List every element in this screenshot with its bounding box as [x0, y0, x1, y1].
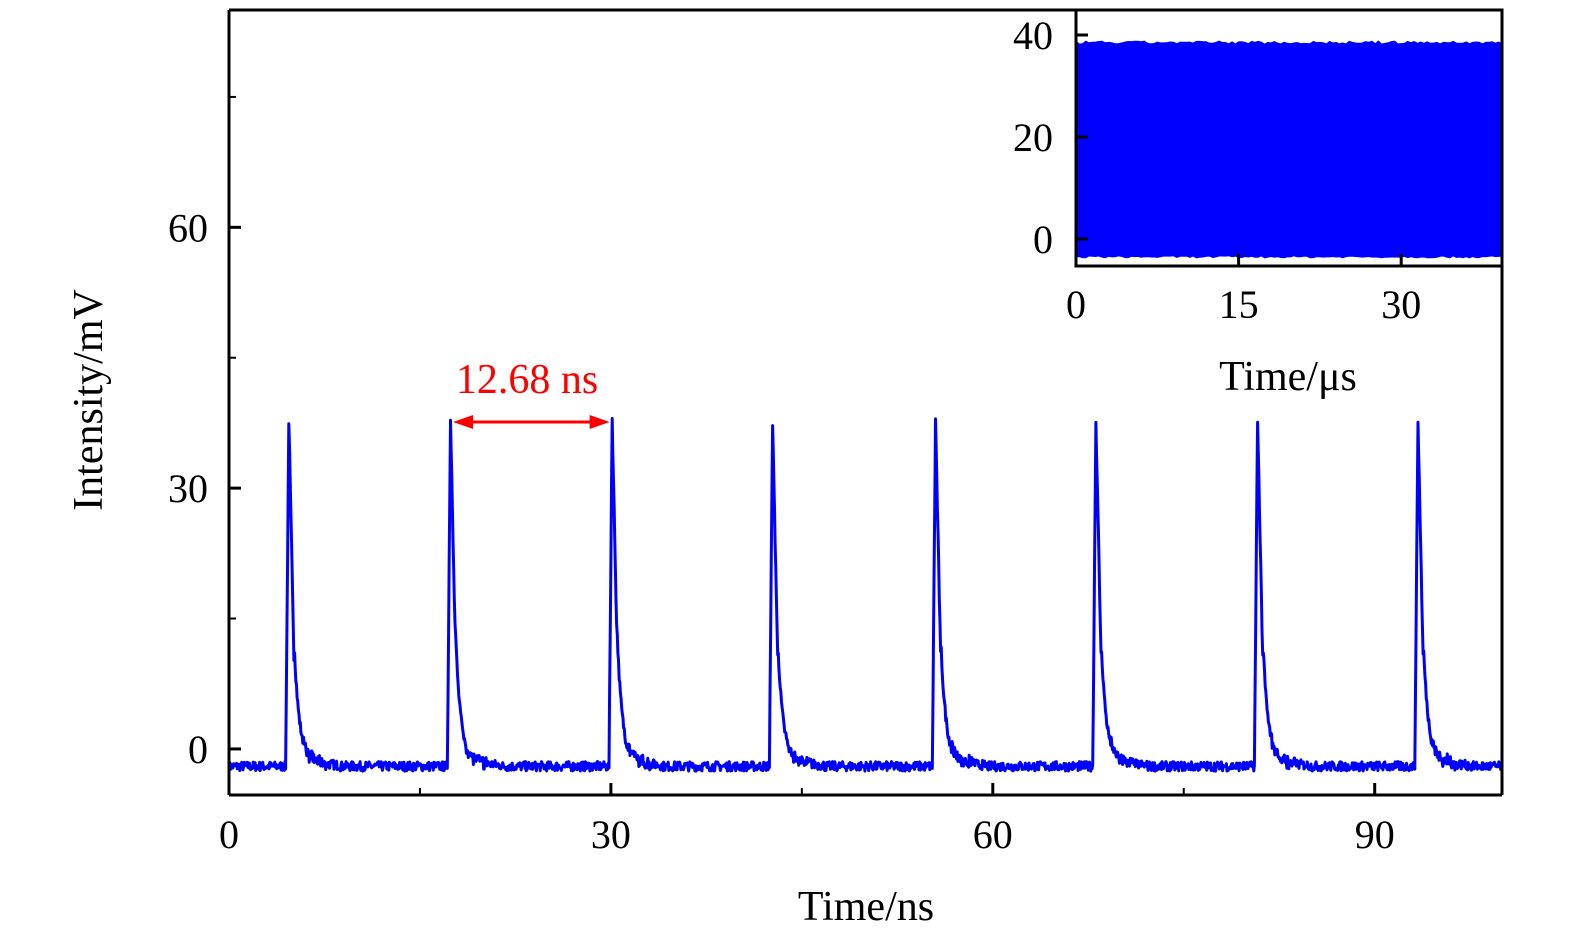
annotation-arrowhead-left: [453, 415, 474, 430]
x-tick-label: 0: [219, 812, 239, 857]
annotation-arrowhead-right: [589, 415, 610, 430]
inset-y-tick-label: 40: [1013, 13, 1053, 58]
inset-y-tick-label: 20: [1013, 115, 1053, 160]
inset-plot: 0 15 30 0 20 40: [1013, 8, 1504, 327]
y-tick-label: 0: [188, 727, 208, 772]
y-axis-label: Intensity/mV: [66, 289, 112, 511]
x-tick-label: 60: [973, 812, 1013, 857]
inset-data-fill: [1075, 39, 1503, 259]
inset-x-tick-label: 0: [1066, 282, 1086, 327]
y-tick-label: 30: [168, 466, 208, 511]
y-tick-label: 60: [168, 205, 208, 250]
annotation-period-label: 12.68 ns: [456, 357, 598, 403]
x-axis-label: Time/ns: [798, 884, 934, 930]
inset-x-tick-label: 15: [1219, 282, 1259, 327]
inset-y-tick-label: 0: [1033, 217, 1053, 262]
x-tick-label: 30: [591, 812, 631, 857]
inset-x-axis-label: Time/μs: [1219, 354, 1357, 400]
data-series-line: [227, 417, 1504, 773]
inset-x-tick-label: 30: [1381, 282, 1421, 327]
x-tick-label: 90: [1355, 812, 1395, 857]
